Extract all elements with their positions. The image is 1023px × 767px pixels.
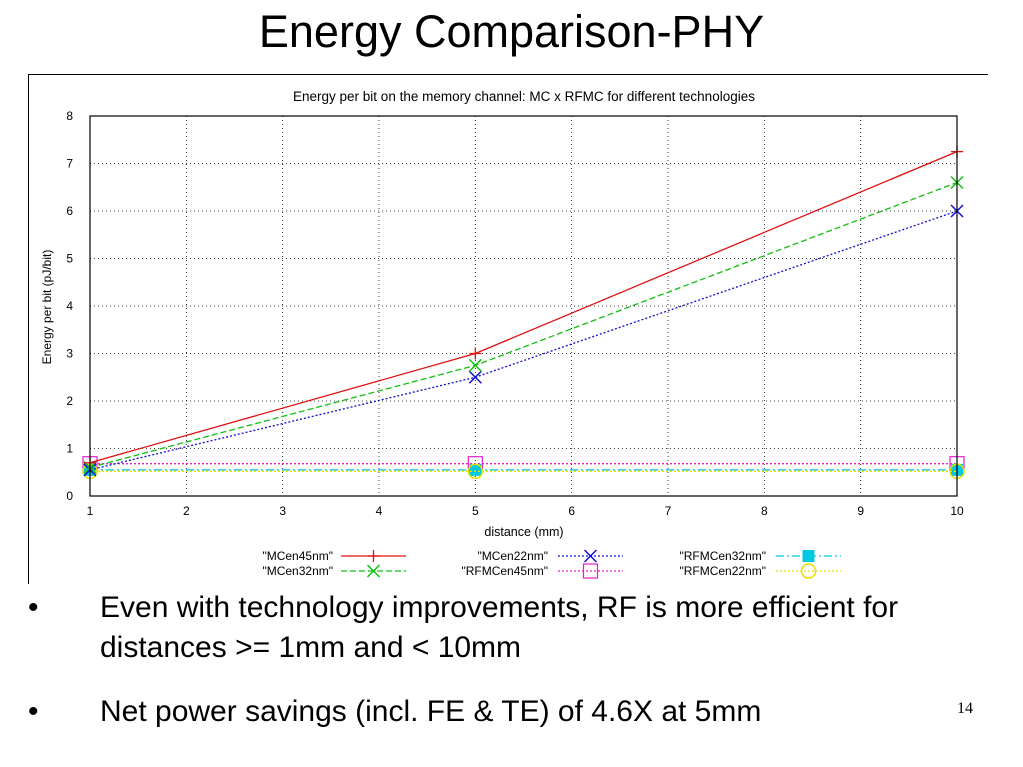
x-tick-label: 3	[279, 504, 286, 518]
y-tick-label: 8	[66, 109, 73, 123]
y-tick-label: 3	[66, 347, 73, 361]
legend-marker	[802, 550, 815, 562]
bullet-marker: •	[28, 695, 39, 728]
x-tick-label: 7	[665, 504, 672, 518]
bullet-text: Net power savings (incl. FE & TE) of 4.6…	[100, 695, 762, 728]
legend-label: "RFMCen22nm"	[679, 564, 766, 578]
legend-marker	[582, 563, 599, 579]
data-point-marker	[467, 463, 484, 480]
series-layer	[82, 145, 965, 480]
legend-label: "MCen45nm"	[262, 549, 333, 563]
page-number: 14	[957, 700, 973, 717]
legend-marker	[367, 550, 380, 562]
slide-title: Energy Comparison-PHY	[258, 6, 765, 57]
y-axis-label: Energy per bit (pJ/bit)	[40, 250, 54, 365]
bullet-marker: •	[28, 591, 39, 624]
x-tick-label: 4	[376, 504, 383, 518]
grid-layer	[90, 116, 957, 496]
plot-frame	[89, 115, 958, 497]
data-point-marker	[469, 463, 482, 476]
series-line	[89, 181, 958, 469]
legend: "MCen45nm" "MCen22nm" "RFMCen32nm" "MCen32n…	[262, 549, 841, 579]
legend-marker	[583, 549, 598, 563]
x-axis-label: distance (mm)	[484, 525, 563, 539]
y-tick-label: 6	[66, 204, 73, 218]
chart-panel: Energy per bit on the memory channel: MC…	[28, 74, 988, 584]
series-line	[89, 210, 958, 471]
bullet-text: Even with technology improvements, RF is…	[100, 591, 899, 664]
x-tick-label: 6	[568, 504, 575, 518]
legend-marker	[366, 564, 381, 578]
x-tick-label: 2	[183, 504, 190, 518]
y-tick-label: 5	[66, 252, 73, 266]
legend-label: "RFMCen32nm"	[679, 549, 766, 563]
y-tick-label: 2	[66, 394, 73, 408]
y-tick-label: 0	[66, 489, 73, 503]
legend-label: "MCen32nm"	[262, 564, 333, 578]
data-point-marker	[468, 370, 482, 384]
x-tick-label: 1	[87, 504, 94, 518]
legend-label: "RFMCen45nm"	[461, 564, 548, 578]
data-point-marker	[469, 347, 482, 360]
legend-marker	[800, 563, 817, 579]
y-tick-label: 4	[66, 299, 73, 313]
x-tick-label: 8	[761, 504, 768, 518]
x-tick-label: 10	[950, 504, 964, 518]
legend-label: "MCen22nm"	[477, 549, 548, 563]
y-tick-label: 1	[66, 442, 73, 456]
y-tick-label: 7	[66, 157, 73, 171]
energy-line-chart: Energy per bit on the memory channel: MC…	[28, 74, 988, 584]
x-tick-label: 9	[857, 504, 864, 518]
chart-title: Energy per bit on the memory channel: MC…	[293, 89, 755, 104]
series-line	[89, 151, 958, 464]
x-tick-label: 5	[472, 504, 479, 518]
data-point-marker	[468, 358, 482, 372]
